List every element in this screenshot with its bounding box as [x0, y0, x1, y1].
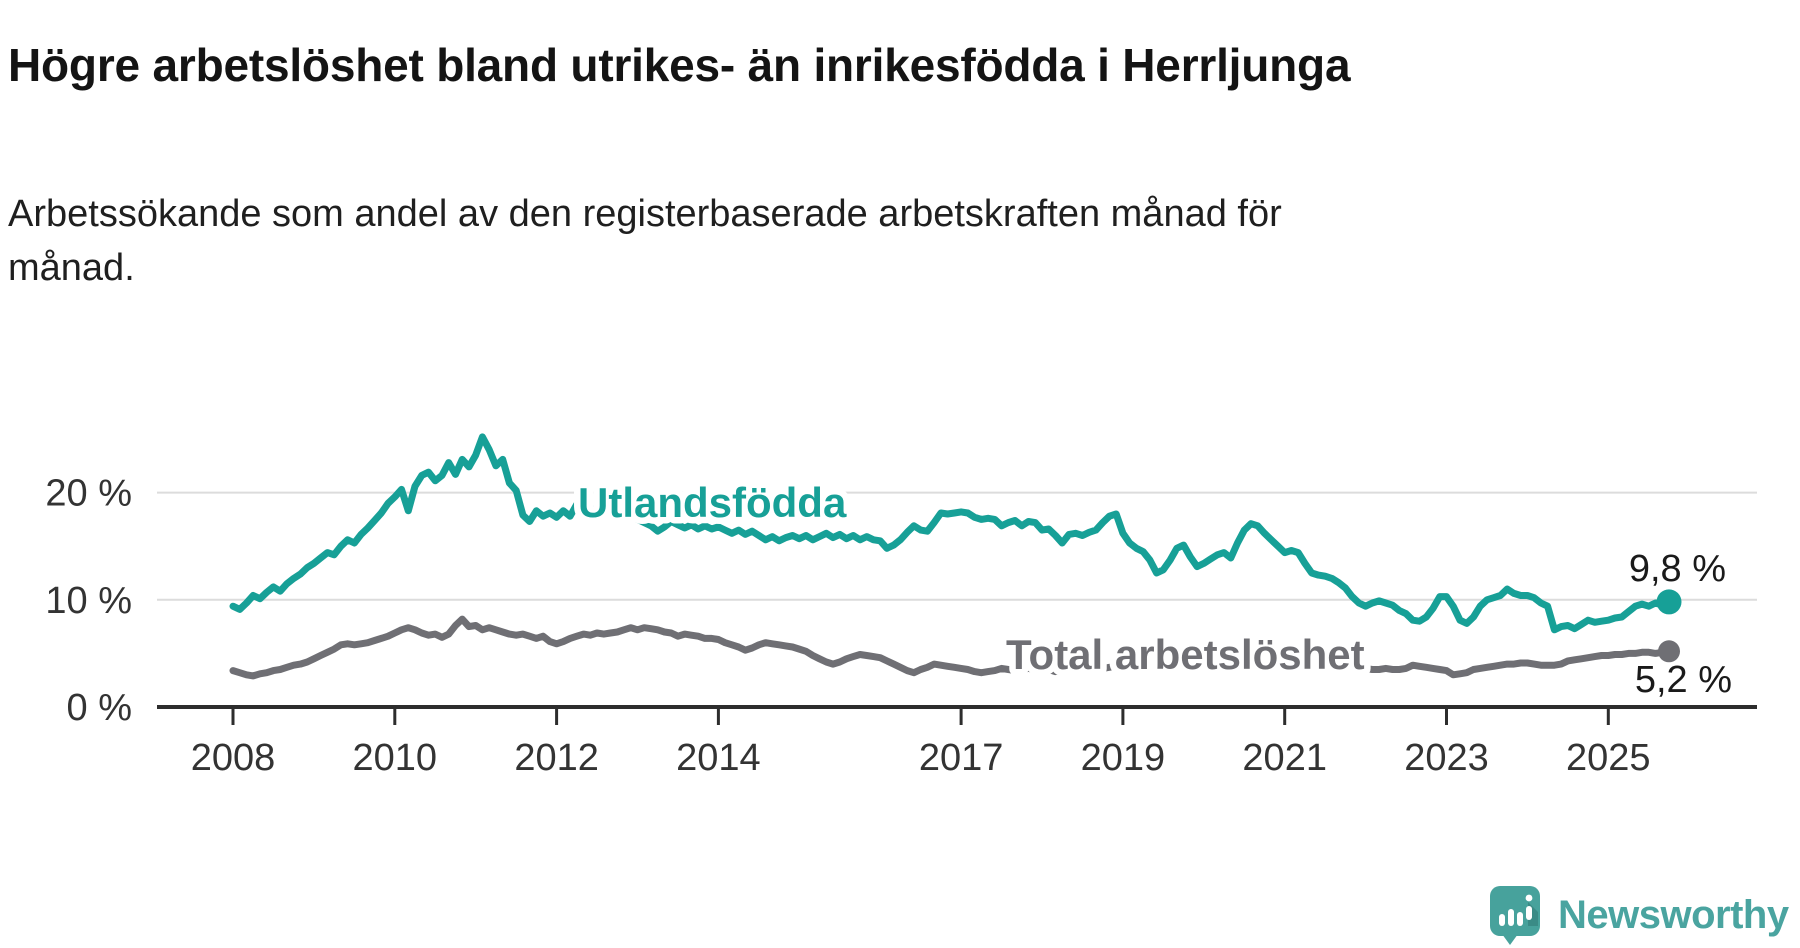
x-tick-label-2010: 2010	[353, 737, 438, 779]
series-lines	[229, 433, 1673, 680]
x-tick-label-2008: 2008	[191, 737, 276, 779]
series-line-1	[229, 615, 1673, 680]
x-tick-label-2023: 2023	[1404, 737, 1489, 779]
x-tick-label-2025: 2025	[1566, 737, 1651, 779]
y-tick-label-20: 20 %	[45, 473, 132, 515]
y-tick-label-0: 0 %	[67, 687, 132, 729]
endpoint-dots	[1656, 589, 1682, 663]
x-tick-label-2019: 2019	[1081, 737, 1166, 779]
series-line-0	[229, 433, 1673, 634]
endpoint-dot-1	[1658, 640, 1680, 663]
newsworthy-logo-icon	[1490, 886, 1540, 945]
endpoint-dot-0	[1656, 589, 1682, 615]
end-value-total-arbetsloshet: 5,2 %	[1635, 659, 1732, 701]
x-axis	[157, 705, 1757, 725]
newsworthy-brand-text: Newsworthy	[1558, 892, 1789, 937]
axis-tick-labels: 2008 2010 2012 2014 2017 2019 2021 2023 2025 0 % 1…	[45, 473, 1650, 779]
chart-title: Högre arbetslöshet bland utrikes- än inr…	[8, 38, 1351, 91]
end-value-utlandsfodda: 9,8 %	[1629, 548, 1726, 590]
y-tick-label-10: 10 %	[45, 580, 132, 622]
x-tick-label-2012: 2012	[514, 737, 599, 779]
series-label-total-arbetsloshet: Total arbetslöshet	[1006, 631, 1365, 678]
series-label-utlandsfodda: Utlandsfödda	[578, 479, 847, 526]
chart-subtitle: Arbetssökande som andel av den registerb…	[8, 193, 1282, 289]
x-tick-label-2017: 2017	[919, 737, 1004, 779]
x-tick-label-2014: 2014	[676, 737, 761, 779]
x-tick-label-2021: 2021	[1242, 737, 1327, 779]
gridlines	[157, 491, 1757, 601]
newsworthy-brand: Newsworthy	[1488, 884, 1789, 946]
